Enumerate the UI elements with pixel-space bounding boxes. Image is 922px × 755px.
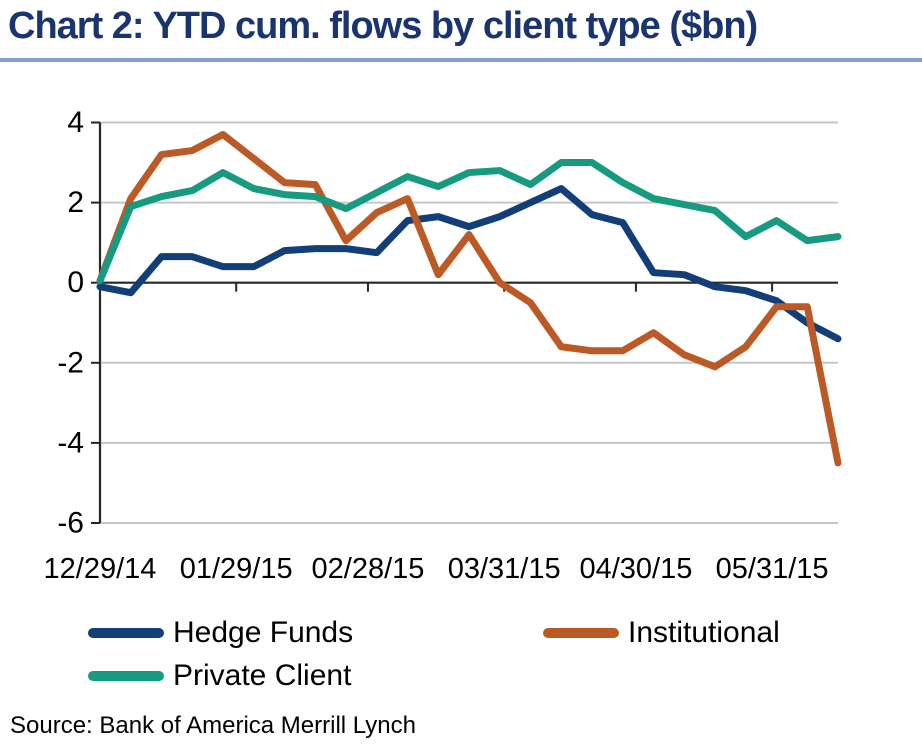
legend-swatch-private-client xyxy=(88,671,164,681)
legend-item-private-client: Private Client xyxy=(88,659,543,693)
series-institutional-line xyxy=(96,131,842,467)
legend-label-institutional: Institutional xyxy=(628,616,780,649)
y-tick-label: 0 xyxy=(67,266,84,299)
x-tick-label: 12/29/14 xyxy=(44,553,157,585)
legend-swatch-institutional xyxy=(543,628,619,638)
legend-label-private-client: Private Client xyxy=(173,659,352,692)
chart-legend: Hedge Funds Institutional Private Client xyxy=(88,616,918,693)
y-tick-label: -6 xyxy=(57,507,84,540)
y-tick-label: 2 xyxy=(67,186,84,219)
series-private-client-line xyxy=(96,159,842,285)
y-tick-label: 4 xyxy=(67,106,84,139)
legend-swatch-hedge-funds xyxy=(88,628,164,638)
legend-item-institutional: Institutional xyxy=(543,616,918,650)
y-tick-label: -4 xyxy=(57,426,84,459)
series-hedge-funds-line xyxy=(96,185,842,343)
chart-title: Chart 2: YTD cum. flows by client type (… xyxy=(8,5,758,47)
y-tick-label: -2 xyxy=(57,346,84,379)
x-tick-label: 04/30/15 xyxy=(579,553,692,585)
line-chart: 4 2 0 -2 -4 -6 12/29/14 01/29/15 02/28/15 03/31/1… xyxy=(44,106,842,585)
legend-item-hedge-funds: Hedge Funds xyxy=(88,616,543,650)
legend-label-hedge-funds: Hedge Funds xyxy=(173,616,354,649)
x-tick-label: 03/31/15 xyxy=(448,553,561,585)
x-tick-label: 02/28/15 xyxy=(312,553,425,585)
title-divider-rule xyxy=(0,58,922,62)
source-attribution: Source: Bank of America Merrill Lynch xyxy=(10,712,416,739)
x-tick-label: 01/29/15 xyxy=(180,553,293,585)
x-tick-label: 05/31/15 xyxy=(716,553,829,585)
